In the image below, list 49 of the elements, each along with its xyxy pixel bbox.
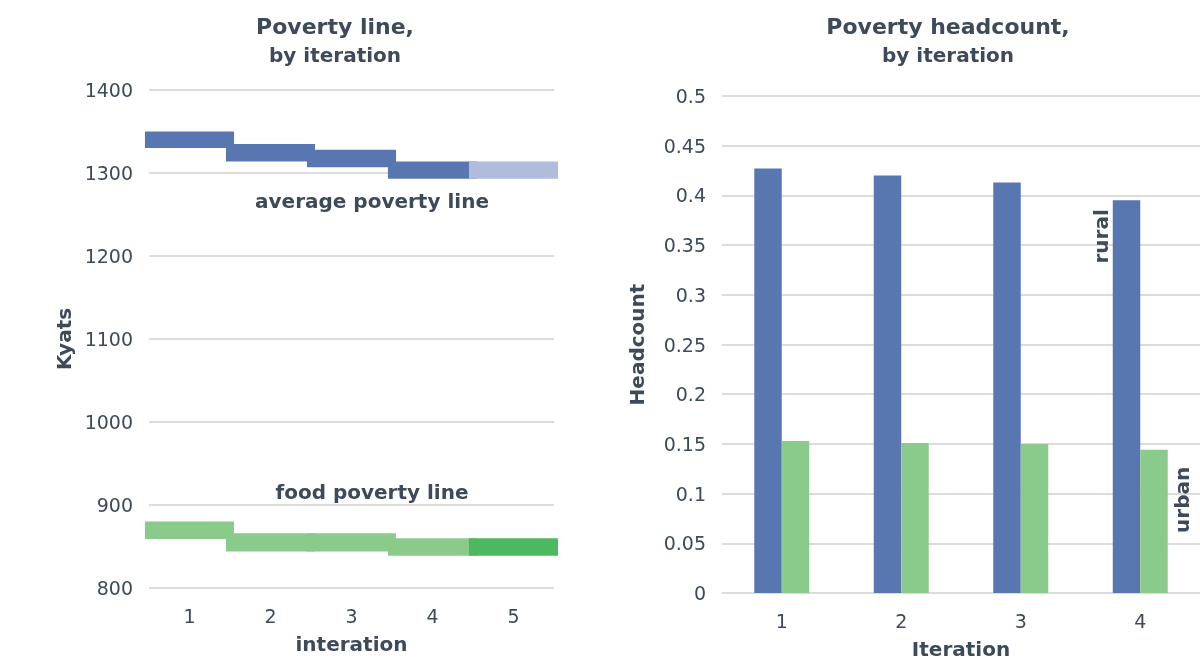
x-tick-label: 4 (426, 604, 439, 627)
chart-subtitle: by iteration (268, 43, 402, 67)
y-tick-label: 0.05 (663, 532, 706, 555)
x-tick-label: 2 (895, 609, 908, 632)
y-tick-label: 1300 (84, 162, 133, 184)
y-tick-label: 0.2 (675, 383, 706, 406)
text: urban (1169, 466, 1194, 533)
chart-title: Poverty headcount, (826, 13, 1070, 39)
y-tick-label: 0.3 (675, 283, 706, 306)
x-axis-title: Iteration (911, 637, 1011, 661)
text: rural (1088, 209, 1113, 264)
y-tick-label: 0.15 (663, 432, 706, 455)
y-tick-label: 1000 (84, 411, 133, 433)
y-tick-label: 1400 (84, 79, 133, 101)
y-tick-label: 0 (693, 582, 706, 604)
bar (1112, 200, 1141, 593)
bar (468, 538, 559, 556)
y-tick-label: 0.5 (675, 85, 706, 107)
y-tick-label: 1100 (84, 328, 133, 350)
y-tick-label: 0.4 (675, 184, 706, 207)
bar (468, 161, 559, 179)
y-tick-label: 0.45 (663, 134, 706, 157)
x-tick-label: 1 (183, 604, 196, 627)
x-tick-label: 3 (1014, 609, 1027, 632)
y-tick-label: 800 (96, 577, 133, 599)
bar (873, 175, 902, 593)
bar (1140, 449, 1168, 593)
y-tick-label: 900 (96, 494, 133, 516)
chart-title: Poverty line, (256, 13, 414, 39)
y-tick-label: 0.1 (675, 482, 706, 505)
x-tick-label: 5 (507, 604, 520, 627)
bar (993, 182, 1021, 593)
x-tick-label: 1 (775, 609, 788, 632)
y-axis-title: Kyats (51, 307, 76, 371)
series-label: average poverty line (255, 188, 489, 213)
y-tick-label: 0.35 (663, 234, 706, 257)
chart-subtitle: by iteration (881, 43, 1015, 67)
series-label: food poverty line (275, 479, 469, 504)
x-tick-label: 4 (1134, 609, 1147, 632)
y-axis-title: Headcount (625, 283, 649, 406)
bar (1020, 443, 1049, 593)
x-tick-label: 2 (264, 604, 277, 627)
x-axis-title: interation (295, 632, 408, 656)
bar (781, 440, 810, 593)
bar (754, 168, 782, 593)
y-tick-label: 1200 (84, 245, 133, 267)
x-tick-label: 3 (345, 604, 358, 627)
y-tick-label: 0.25 (663, 333, 706, 356)
bar (901, 442, 929, 593)
